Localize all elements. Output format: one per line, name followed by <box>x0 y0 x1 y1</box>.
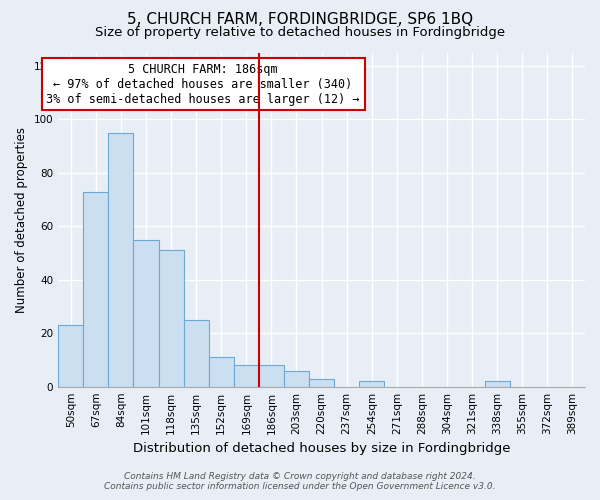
Bar <box>284 370 309 386</box>
Bar <box>158 250 184 386</box>
X-axis label: Distribution of detached houses by size in Fordingbridge: Distribution of detached houses by size … <box>133 442 511 455</box>
Bar <box>109 132 133 386</box>
Bar <box>259 366 284 386</box>
Bar <box>359 382 385 386</box>
Bar <box>133 240 158 386</box>
Bar <box>209 358 234 386</box>
Y-axis label: Number of detached properties: Number of detached properties <box>15 126 28 312</box>
Text: 5, CHURCH FARM, FORDINGBRIDGE, SP6 1BQ: 5, CHURCH FARM, FORDINGBRIDGE, SP6 1BQ <box>127 12 473 28</box>
Text: Contains HM Land Registry data © Crown copyright and database right 2024.
Contai: Contains HM Land Registry data © Crown c… <box>104 472 496 491</box>
Text: 5 CHURCH FARM: 186sqm
← 97% of detached houses are smaller (340)
3% of semi-deta: 5 CHURCH FARM: 186sqm ← 97% of detached … <box>46 62 360 106</box>
Bar <box>485 382 510 386</box>
Text: Size of property relative to detached houses in Fordingbridge: Size of property relative to detached ho… <box>95 26 505 39</box>
Bar <box>83 192 109 386</box>
Bar <box>309 378 334 386</box>
Bar <box>58 325 83 386</box>
Bar <box>234 366 259 386</box>
Bar <box>184 320 209 386</box>
